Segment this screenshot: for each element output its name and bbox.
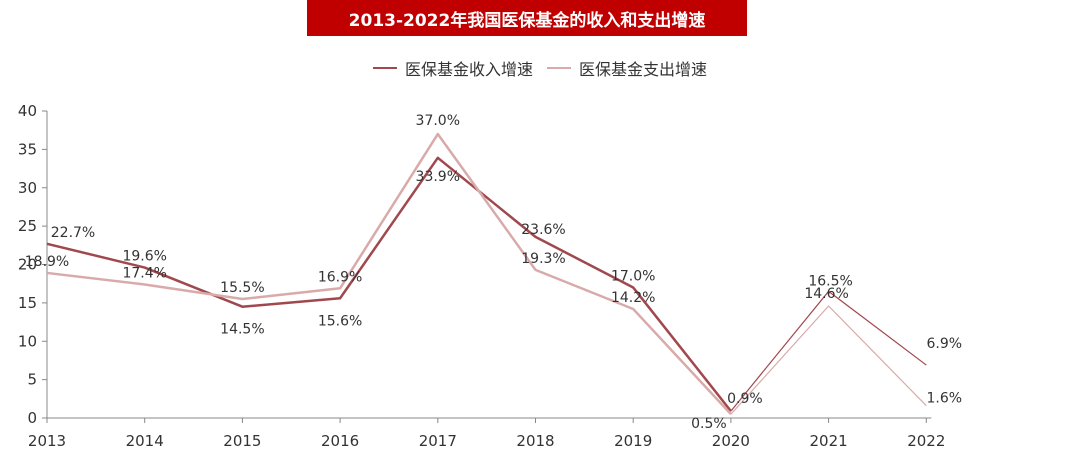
y-tick-label: 20 xyxy=(18,256,37,274)
data-label: 17.4% xyxy=(122,265,166,281)
data-label: 37.0% xyxy=(416,113,460,129)
data-label: 16.9% xyxy=(318,269,362,285)
y-tick-label: 5 xyxy=(27,371,37,389)
series-line-0 xyxy=(46,156,732,412)
x-tick-label: 2017 xyxy=(419,432,457,450)
legend-swatch-expense xyxy=(547,67,571,69)
x-tick-label: 2018 xyxy=(516,432,554,450)
data-label: 14.2% xyxy=(611,290,655,306)
legend-label-income: 医保基金收入增速 xyxy=(404,60,533,79)
y-tick-label: 10 xyxy=(18,332,37,350)
data-label: 19.3% xyxy=(521,251,565,267)
x-tick-label: 2020 xyxy=(712,432,750,450)
data-label: 0.9% xyxy=(727,391,763,407)
y-tick-label: 30 xyxy=(18,179,37,197)
data-label: 14.5% xyxy=(220,322,264,338)
data-label: 18.9% xyxy=(25,254,69,270)
x-tick-label: 2022 xyxy=(907,432,945,450)
data-label: 23.6% xyxy=(521,222,565,238)
legend-label-expense: 医保基金支出增速 xyxy=(579,60,708,79)
x-tick-label: 2021 xyxy=(810,432,848,450)
data-label: 17.0% xyxy=(611,269,655,285)
data-label: 0.5% xyxy=(691,416,727,432)
data-label: 33.9% xyxy=(416,169,460,185)
legend-item-expense: 医保基金支出增速 xyxy=(547,56,707,80)
data-label: 15.5% xyxy=(220,280,264,296)
data-label: 22.7% xyxy=(51,225,95,241)
data-label: 14.6% xyxy=(804,286,848,302)
x-tick-label: 2013 xyxy=(28,432,66,450)
chart-legend: 医保基金收入增速 医保基金支出增速 xyxy=(0,54,1080,82)
chart-title: 2013-2022年我国医保基金的收入和支出增速 xyxy=(307,0,747,36)
x-tick-label: 2019 xyxy=(614,432,652,450)
series-line-ext-0 xyxy=(730,290,927,412)
y-tick-label: 40 xyxy=(18,102,37,120)
x-tick-label: 2016 xyxy=(321,432,359,450)
data-label: 16.5% xyxy=(808,273,852,289)
y-tick-label: 25 xyxy=(18,217,37,235)
y-tick-label: 35 xyxy=(18,140,37,158)
y-tick-label: 15 xyxy=(18,294,37,312)
x-tick-label: 2015 xyxy=(223,432,261,450)
x-tick-label: 2014 xyxy=(126,432,164,450)
legend-swatch-income xyxy=(372,67,397,69)
data-label: 15.6% xyxy=(318,313,362,329)
legend-item-income: 医保基金收入增速 xyxy=(372,56,533,80)
series-line-1 xyxy=(46,132,732,416)
data-label: 1.6% xyxy=(927,391,963,407)
y-tick-label: 0 xyxy=(27,409,37,427)
data-label: 19.6% xyxy=(122,249,166,265)
data-label: 6.9% xyxy=(927,336,963,352)
series-line-ext-1 xyxy=(730,305,927,415)
